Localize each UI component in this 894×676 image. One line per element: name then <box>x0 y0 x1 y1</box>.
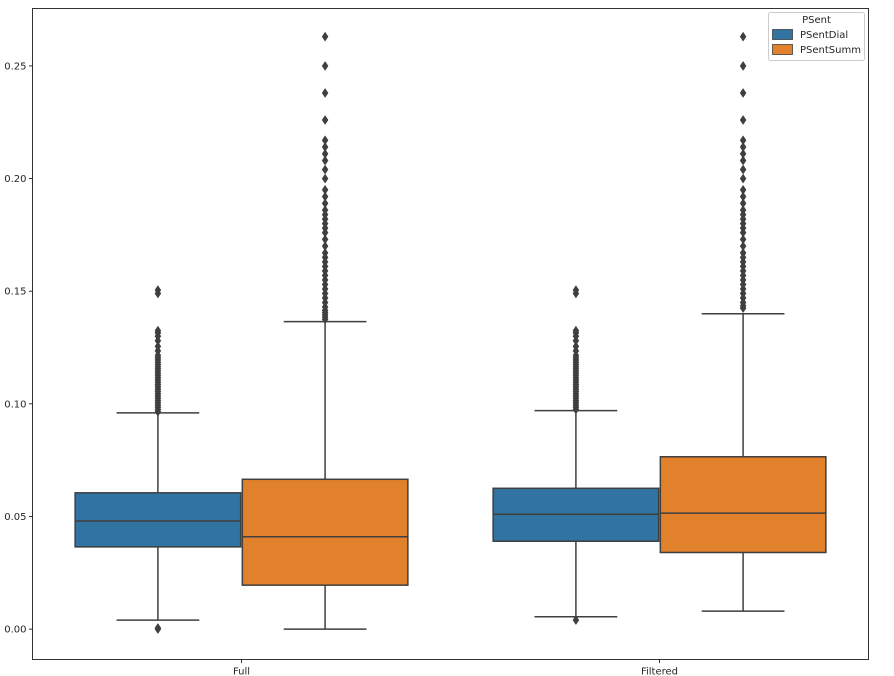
box-group-psentdial-full <box>74 285 242 635</box>
iqr-box <box>659 456 827 554</box>
outlier-point <box>739 142 747 152</box>
x-tick-label: Filtered <box>641 667 678 676</box>
outlier-point <box>739 31 747 42</box>
legend-swatch-psentdial <box>772 29 793 40</box>
outlier-point <box>154 285 162 296</box>
outlier-point <box>321 88 329 98</box>
outlier-point <box>739 88 747 98</box>
outlier-point <box>321 234 329 245</box>
iqr-box <box>74 492 242 548</box>
legend-label-psentsumm: PSentSumm <box>800 45 861 56</box>
box-group-psentdial-filtered <box>492 285 660 626</box>
boxes-layer <box>74 31 827 635</box>
outlier-point <box>321 205 329 216</box>
outlier-point <box>321 60 329 71</box>
outlier-point <box>739 191 747 202</box>
outlier-point <box>321 198 329 209</box>
outlier-point <box>739 247 747 258</box>
y-tick-label: 0.15 <box>4 287 26 298</box>
outlier-point <box>739 173 747 184</box>
y-tick-label: 0.25 <box>4 61 26 72</box>
outlier-point <box>572 285 580 296</box>
outlier-point <box>321 142 329 152</box>
outlier-point <box>321 115 329 125</box>
outlier-point <box>321 173 329 184</box>
legend-swatch-psentsumm <box>772 44 793 55</box>
outlier-point <box>572 341 580 352</box>
outlier-point <box>572 615 580 626</box>
outlier-point <box>321 191 329 202</box>
iqr-box <box>241 478 409 586</box>
outlier-point <box>154 341 162 352</box>
outlier-point <box>739 148 747 159</box>
x-axis: Full Filtered <box>233 659 678 676</box>
outlier-point <box>739 234 747 245</box>
y-tick-label: 0.05 <box>4 512 26 523</box>
y-tick-label: 0.20 <box>4 174 26 185</box>
outlier-point <box>321 148 329 159</box>
box-group-psentsumm-filtered <box>659 31 827 612</box>
y-axis: 0.00 0.05 0.10 0.15 0.20 0.25 <box>4 61 33 636</box>
outlier-point <box>321 241 329 252</box>
y-tick-label: 0.10 <box>4 399 26 410</box>
legend-title: PSent <box>802 15 831 26</box>
outlier-point <box>739 184 747 195</box>
x-tick-label: Full <box>233 667 250 676</box>
outlier-point <box>321 247 329 258</box>
box-group-psentsumm-full <box>241 31 409 630</box>
outlier-point <box>739 60 747 71</box>
legend: PSent PSentDial PSentSumm <box>768 12 865 61</box>
outlier-point <box>321 155 329 166</box>
outlier-point <box>572 325 580 336</box>
outlier-point <box>321 164 329 175</box>
outlier-point <box>154 623 162 633</box>
outlier-point <box>739 164 747 175</box>
outlier-point <box>321 135 329 146</box>
outlier-point <box>321 184 329 195</box>
outlier-point <box>739 155 747 166</box>
outlier-point <box>739 135 747 146</box>
legend-label-psentdial: PSentDial <box>800 30 848 41</box>
outlier-point <box>321 31 329 42</box>
y-tick-label: 0.00 <box>4 625 26 636</box>
outlier-point <box>739 241 747 252</box>
outlier-point <box>739 115 747 125</box>
outlier-point <box>154 325 162 336</box>
outlier-point <box>739 205 747 216</box>
outlier-point <box>739 198 747 209</box>
